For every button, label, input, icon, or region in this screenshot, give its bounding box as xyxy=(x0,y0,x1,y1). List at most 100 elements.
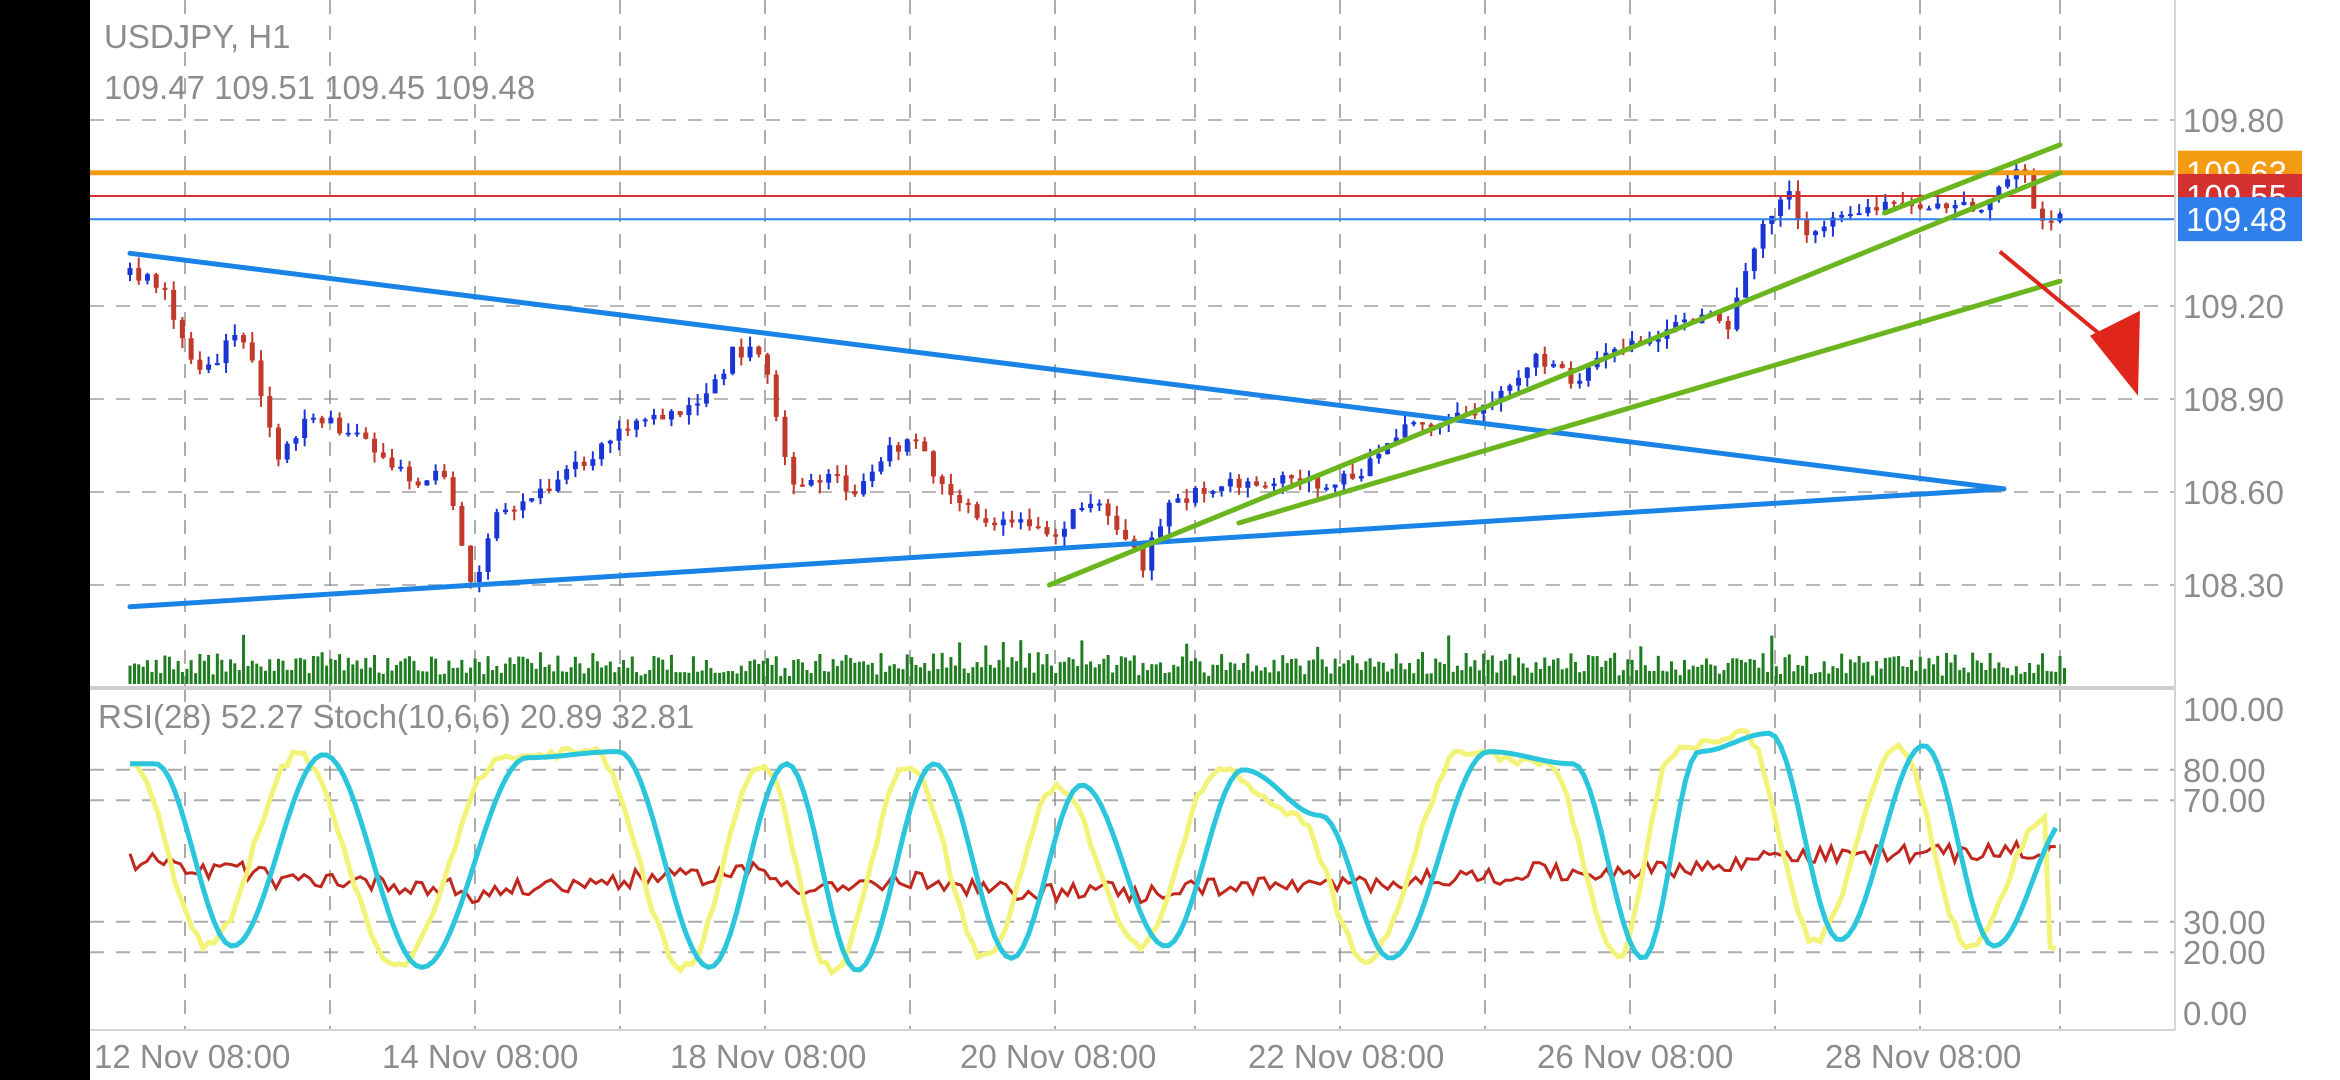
volume-bar xyxy=(1381,662,1385,684)
volume-bar xyxy=(1897,656,1901,684)
volume-bar xyxy=(1744,662,1748,684)
volume-bar xyxy=(748,660,752,684)
candle-bear xyxy=(162,287,168,290)
volume-bar xyxy=(665,669,669,684)
direction-arrow[interactable] xyxy=(1998,250,2140,396)
candle-bear xyxy=(1053,534,1059,537)
candle-bear xyxy=(1254,481,1260,486)
volume-bar xyxy=(822,671,826,684)
volume-bar xyxy=(154,659,158,684)
volume-bar xyxy=(875,674,879,684)
candle-bear xyxy=(363,432,369,439)
volume-bar xyxy=(386,658,390,684)
volume-bar xyxy=(1054,672,1058,684)
volume-bar xyxy=(1979,662,1983,684)
volume-bar xyxy=(1997,662,2001,684)
volume-bar xyxy=(1840,653,1844,684)
candle-bear xyxy=(1542,353,1548,367)
volume-bar xyxy=(1888,657,1892,684)
trend-line[interactable] xyxy=(1882,142,2063,216)
volume-bar xyxy=(1682,659,1686,684)
volume-bar xyxy=(1259,670,1263,684)
candle-bull xyxy=(1376,454,1382,459)
volume-bar xyxy=(486,656,490,684)
volume-bar xyxy=(1809,674,1813,684)
candle-bull xyxy=(1778,199,1784,216)
volume-bar xyxy=(530,663,534,684)
volume-bar xyxy=(1853,662,1857,684)
volume-bar xyxy=(560,671,564,684)
volume-bar xyxy=(1097,664,1101,684)
candle-bear xyxy=(179,319,185,339)
trend-lines[interactable] xyxy=(127,142,2063,610)
trend-line[interactable] xyxy=(127,250,2007,492)
volume-bar xyxy=(390,670,394,684)
volume-bar xyxy=(1883,657,1887,684)
candle-bear xyxy=(1559,364,1565,368)
candle-bull xyxy=(1533,353,1539,368)
volume-bar xyxy=(145,660,149,684)
volume-bar xyxy=(272,670,276,684)
volume-bar xyxy=(1076,666,1080,684)
candle-bull xyxy=(345,432,351,435)
volume-bar xyxy=(1525,667,1529,684)
volume-bar xyxy=(1473,660,1477,684)
candle-bear xyxy=(913,439,919,442)
volume-bar xyxy=(1739,659,1743,684)
candle-bull xyxy=(1498,390,1504,403)
volume-bar xyxy=(1416,659,1420,684)
volume-bar xyxy=(1543,657,1547,684)
volume-bar xyxy=(246,665,250,684)
volume-bar xyxy=(1041,664,1045,684)
candle-bull xyxy=(1821,226,1827,232)
volume-bar xyxy=(1346,660,1350,684)
trend-line[interactable] xyxy=(127,486,2007,610)
candle-bull xyxy=(616,428,622,441)
volume-bar xyxy=(1158,662,1162,684)
volume-bar xyxy=(303,659,307,684)
candle-bear xyxy=(171,289,177,320)
volume-bar xyxy=(346,657,350,684)
volume-bar xyxy=(613,672,617,684)
volume-bar xyxy=(1198,661,1202,684)
volume-bar xyxy=(617,667,621,684)
volume-bar xyxy=(1303,674,1307,684)
volume-bar xyxy=(953,665,957,684)
volume-bar xyxy=(133,663,136,684)
trend-line[interactable] xyxy=(1046,170,2063,588)
volume-bar xyxy=(713,672,717,684)
volume-bar xyxy=(1573,661,1577,684)
volume-bar xyxy=(159,673,163,684)
volume-bar xyxy=(224,671,228,684)
volume-bar xyxy=(1761,653,1765,684)
candle-bull xyxy=(590,459,596,466)
candle-bull xyxy=(712,379,718,394)
volume-bar xyxy=(844,654,848,684)
volume-bar xyxy=(1425,673,1429,684)
volume-bar xyxy=(1731,658,1735,684)
volume-bar xyxy=(1534,662,1538,684)
volume-bar xyxy=(709,668,713,684)
volume-bar xyxy=(1508,653,1512,684)
candle-bear xyxy=(773,374,779,417)
candle-bear xyxy=(1105,503,1111,516)
candle-bear xyxy=(267,396,273,428)
candle-bull xyxy=(1192,488,1198,503)
candle-bull xyxy=(703,393,709,404)
candle-bull xyxy=(1271,483,1277,487)
volume-bar xyxy=(1578,672,1582,684)
volume-bar xyxy=(1517,657,1521,684)
volume-bar xyxy=(997,659,1001,684)
candle-bull xyxy=(668,411,674,420)
volume-bar xyxy=(1936,655,1940,684)
volume-bar xyxy=(2023,671,2027,684)
volume-bar xyxy=(600,667,604,684)
volume-bar xyxy=(538,652,542,684)
trend-line[interactable] xyxy=(1236,278,2063,526)
volume-bar xyxy=(1010,657,1014,684)
volume-bar xyxy=(1067,657,1071,684)
volume-bar xyxy=(525,658,529,684)
volume-bar xyxy=(1700,664,1704,684)
